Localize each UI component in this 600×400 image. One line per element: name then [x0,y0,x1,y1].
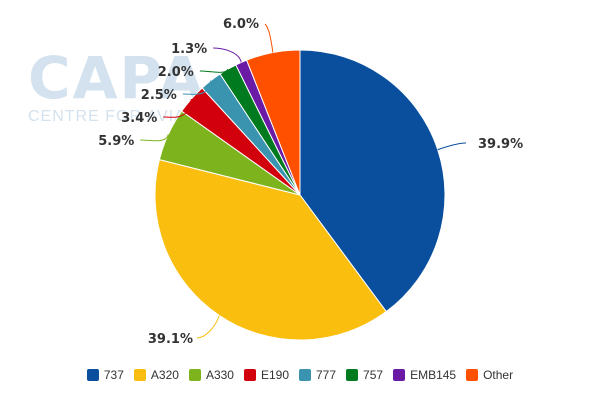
label-connectors [140,23,467,339]
data-label-737: 39.9% [478,137,523,152]
pie-slices [154,49,446,341]
legend-label: 777 [316,368,337,382]
pie-slice-737 [299,49,446,313]
legend-swatch [393,369,406,381]
legend-item-emb145[interactable]: EMB145 [393,368,456,382]
data-label-e190: 3.4% [121,111,157,126]
label-connector-a330 [140,134,169,142]
label-connector-emb145 [213,47,242,63]
legend-item-other[interactable]: Other [466,368,513,382]
legend-swatch [346,369,359,381]
legend-swatch [133,369,146,381]
legend-item-777[interactable]: 777 [299,368,336,382]
data-label-a330: 5.9% [98,134,134,149]
legend-item-e190[interactable]: E190 [243,368,289,382]
legend-swatch [299,369,311,381]
data-label-a320: 39.1% [148,332,193,347]
label-connector-757 [199,68,229,73]
label-connector-other [264,23,274,53]
legend-item-737[interactable]: 737 [86,368,124,382]
legend-label: A330 [205,368,234,382]
legend-swatch [188,369,201,381]
legend-label: A320 [150,368,179,382]
data-label-777: 2.5% [141,88,177,103]
legend-label: Other [483,368,514,382]
label-connector-e190 [163,98,192,118]
legend-label: EMB145 [410,368,457,382]
label-connector-777 [182,80,212,95]
label-connector-737 [437,142,467,151]
pie-slice-a320 [154,159,387,341]
legend-swatch [243,369,256,381]
label-connector-a320 [196,315,220,339]
legend-label: E190 [260,368,289,382]
legend-label: 737 [103,368,124,382]
legend-item-a320[interactable]: A320 [133,368,179,382]
legend-label: 757 [363,368,384,382]
data-label-emb145: 1.3% [171,42,207,57]
legend-item-757[interactable]: 757 [346,368,383,382]
chart-legend: 737 A320 A330 E190 777 757 EMB145 Other [0,365,600,385]
data-label-other: 6.0% [223,17,259,32]
legend-item-a330[interactable]: A330 [188,368,234,382]
legend-swatch [466,369,479,381]
data-label-757: 2.0% [158,65,194,80]
data-labels: 39.9% 39.1% 5.9% 3.4% 2.5% 2.0% 1.3% 6.0% [98,17,523,347]
legend-swatch [86,369,99,381]
